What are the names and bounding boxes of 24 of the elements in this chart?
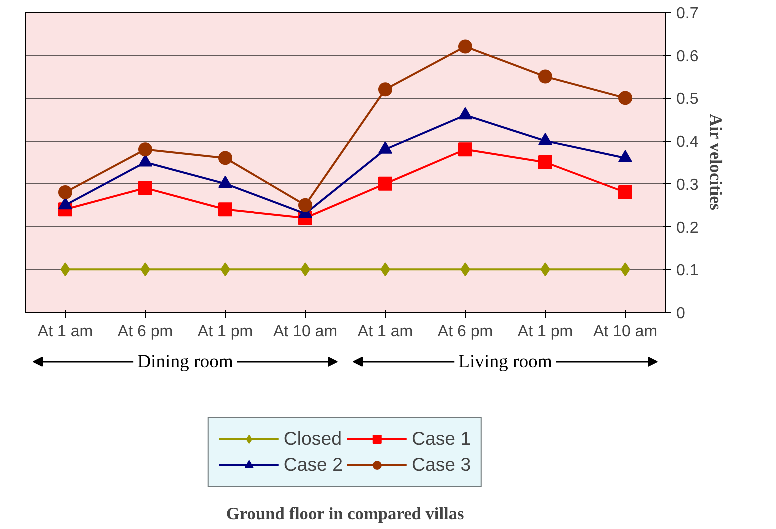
y-tick-label: 0.7 (676, 6, 699, 22)
legend-label: Case 1 (412, 428, 472, 450)
x-tick-label: At 10 am (273, 324, 338, 340)
x-tick-label: At 6 pm (438, 324, 494, 340)
y-tick-label: 0 (676, 306, 686, 322)
x-tick-label: At 6 pm (118, 324, 174, 340)
x-tick-label: At 10 am (593, 324, 658, 340)
y-tick-label: 0.4 (676, 134, 699, 152)
x-tick-label: At 1 am (38, 324, 94, 340)
y-tick-label: 0.3 (676, 176, 699, 194)
y-axis-title: Air velocities (706, 114, 726, 211)
text: Ground floor in compared villas (226, 504, 465, 524)
legend-label: Case 3 (412, 454, 472, 476)
y-tick-label: 0.1 (676, 262, 699, 280)
legend-label: Closed (284, 428, 342, 450)
legend-label: Case 2 (284, 454, 343, 476)
x-tick-label: At 1 am (358, 324, 414, 340)
y-tick-label: 0.2 (676, 220, 699, 237)
x-tick-label: At 1 pm (518, 324, 574, 340)
text: Living room (458, 351, 553, 372)
text: Dining room (138, 351, 234, 372)
y-tick-label: 0.5 (676, 91, 699, 108)
x-tick-label: At 1 pm (198, 324, 254, 340)
y-tick-label: 0.6 (676, 48, 699, 66)
